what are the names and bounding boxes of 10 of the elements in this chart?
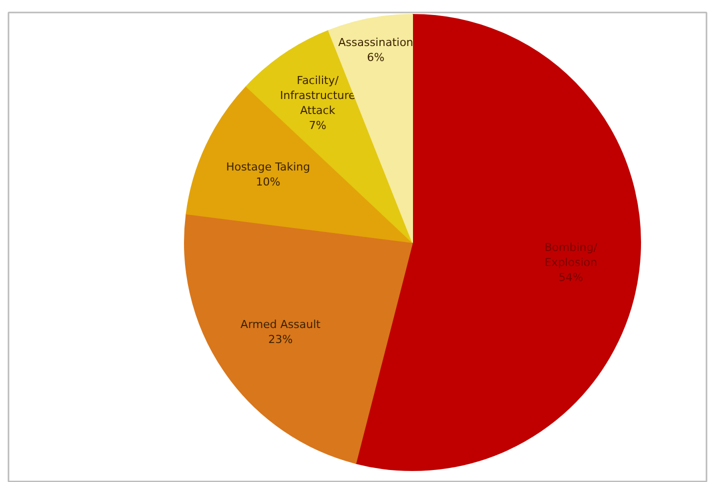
data-label: 10% (256, 176, 280, 189)
slice-label: Assassination (338, 36, 414, 49)
data-label: 54% (558, 270, 584, 284)
slice-label: Armed Assault (240, 318, 322, 332)
slice-label: Bombing/ Explosion (544, 241, 598, 270)
data-label: 7% (308, 118, 326, 132)
data-label: 23% (268, 333, 293, 346)
slice-label: Facility/ Infrastructure Attack (280, 74, 356, 117)
data-label: 6% (367, 50, 384, 64)
slice-label: Hostage Taking (226, 160, 310, 174)
